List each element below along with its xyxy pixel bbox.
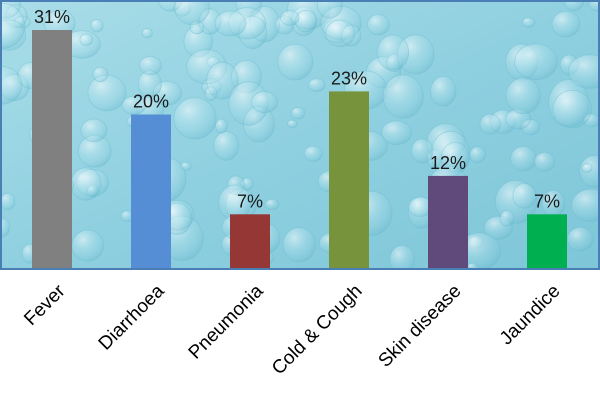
water-drop — [551, 11, 581, 38]
category-label-fever: Fever — [20, 280, 70, 330]
water-drop — [307, 78, 326, 92]
water-drop — [512, 182, 537, 209]
water-drop — [588, 1, 599, 12]
category-label-jaundice: Jaundice — [496, 281, 565, 350]
water-drop — [90, 18, 104, 33]
water-drop — [141, 27, 153, 39]
water-drop — [282, 227, 316, 263]
bar-cold-cough — [329, 91, 369, 269]
water-drop — [174, 1, 210, 26]
water-drop — [87, 74, 127, 112]
water-drop — [514, 43, 558, 80]
category-label-pneumonia: Pneumonia — [185, 280, 268, 363]
water-drop — [316, 1, 343, 19]
category-label-diarrhoea: Diarrhoea — [95, 280, 169, 354]
value-label-pneumonia: 7% — [237, 191, 263, 211]
water-drop — [215, 118, 228, 134]
water-drop — [303, 145, 323, 162]
water-drop — [213, 131, 240, 161]
bar-fever — [32, 30, 72, 268]
water-drop — [71, 229, 105, 262]
category-label-cold-cough: Cold & Cough — [268, 281, 366, 379]
category-label-skin-disease: Skin disease — [375, 281, 466, 372]
water-drop — [466, 262, 479, 269]
water-drop — [479, 113, 501, 135]
water-drop — [280, 10, 300, 26]
water-drop — [521, 17, 536, 28]
bar-diarrhoea — [131, 114, 171, 268]
value-label-jaundice: 7% — [534, 191, 560, 211]
water-drop — [366, 14, 390, 36]
water-drop — [1, 192, 16, 211]
water-drop — [70, 167, 102, 201]
water-drop — [567, 226, 594, 252]
plot-area — [0, 0, 600, 270]
water-drop — [505, 77, 541, 115]
water-drop — [206, 61, 239, 100]
bar-pneumonia — [230, 214, 270, 268]
water-drop — [381, 120, 413, 145]
water-drop — [80, 118, 108, 143]
bar-skin-disease — [428, 175, 468, 268]
water-drop — [121, 95, 147, 115]
water-drop — [1, 3, 26, 49]
bars-group — [32, 30, 567, 269]
water-drop — [581, 163, 593, 173]
water-drop — [138, 55, 162, 76]
value-labels-group: 31% 20% 7% 23% 12% 7% — [34, 7, 560, 211]
water-drop — [430, 75, 457, 107]
water-drop — [173, 97, 217, 140]
water-drop — [571, 188, 599, 222]
value-label-fever: 31% — [34, 7, 70, 27]
water-drop — [277, 43, 314, 81]
value-label-skin-disease: 12% — [430, 153, 466, 173]
bar-jaundice — [527, 214, 567, 268]
water-drop — [290, 106, 306, 120]
value-label-diarrhoea: 20% — [133, 92, 169, 112]
water-drop — [325, 19, 356, 48]
water-drop — [214, 10, 247, 37]
category-labels-group: Fever Diarrhoea Pneumonia Cold & Cough Skin … — [20, 280, 564, 379]
water-drop — [264, 198, 280, 211]
water-drop — [533, 151, 556, 172]
water-drop — [251, 91, 278, 114]
water-drop — [510, 145, 537, 172]
water-drop — [92, 66, 109, 83]
water-drop — [499, 209, 515, 227]
water-drop — [286, 119, 298, 128]
plot-border — [0, 0, 600, 270]
water-drop — [552, 89, 592, 129]
water-drop — [376, 34, 410, 71]
water-drop — [410, 138, 434, 164]
water-drop — [79, 33, 94, 46]
water-drop — [469, 146, 486, 164]
water-drop — [389, 244, 416, 269]
water-drop — [568, 54, 599, 89]
value-label-cold-cough: 23% — [331, 68, 367, 88]
water-drop — [295, 10, 318, 33]
water-drop — [382, 74, 424, 119]
